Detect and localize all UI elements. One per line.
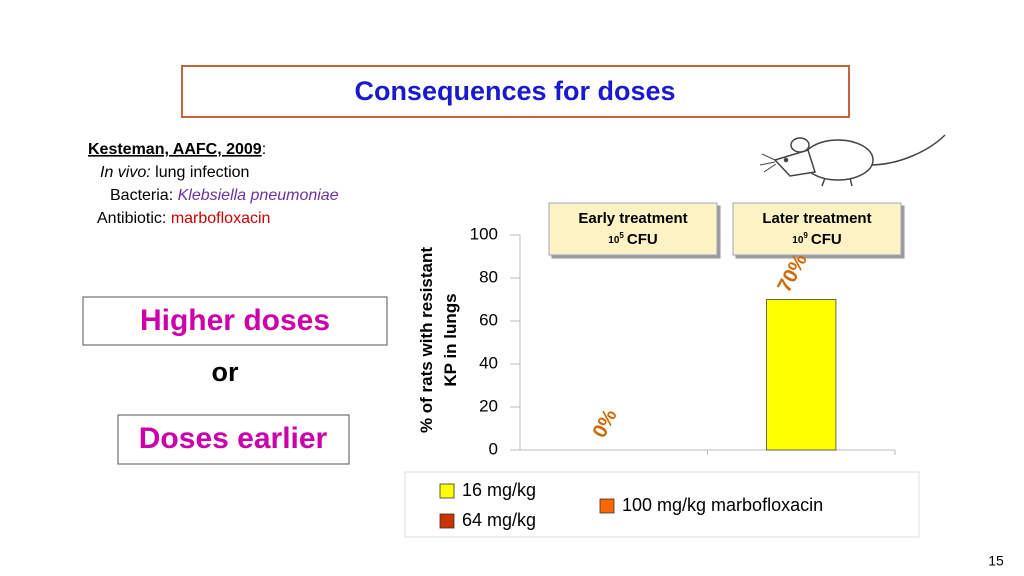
- cfu-base: 10: [792, 235, 804, 246]
- legend-label: 100 mg/kg marbofloxacin: [622, 495, 823, 515]
- chart: 0 20 40 60 80 100 % of rats with resistant KP i…: [417, 202, 902, 530]
- antibiotic-text: marbofloxacin: [171, 210, 271, 227]
- model-text: lung infection: [155, 164, 249, 181]
- category-sublabel: 105 CFU: [608, 231, 657, 248]
- category-box: [732, 202, 902, 256]
- y-axis-label: % of rats with resistant KP in lungs: [417, 247, 460, 433]
- y-tick-label: 80: [479, 267, 498, 286]
- option-box: [82, 296, 388, 346]
- page-number: 15: [988, 553, 1004, 569]
- antibiotic: Antibiotic: marbofloxacin: [97, 210, 270, 227]
- reference: Kesteman, AAFC, 2009:: [88, 141, 266, 158]
- category-label: Later treatment: [762, 210, 871, 227]
- y-tick-label: 20: [479, 396, 498, 415]
- legend-label: 16 mg/kg: [462, 480, 536, 500]
- category-sublabel: 109 CFU: [792, 231, 841, 248]
- category-box: [548, 202, 718, 256]
- legend-label: 64 mg/kg: [462, 510, 536, 530]
- value-label: 70%: [774, 250, 812, 296]
- legend-swatch: [439, 513, 455, 529]
- bacteria: Bacteria: Klebsiella pneumoniae: [110, 187, 339, 204]
- value-label: 0%: [589, 406, 622, 442]
- y-tick-label: 40: [479, 353, 498, 372]
- colon: :: [262, 141, 266, 158]
- citation: Kesteman, AAFC, 2009: [88, 141, 262, 158]
- antibiotic-label: Antibiotic:: [97, 210, 166, 227]
- option-box: [117, 414, 350, 465]
- cfu-unit: CFU: [627, 231, 658, 248]
- bacteria-label: Bacteria:: [110, 187, 173, 204]
- y-axis-label-line: % of rats with resistant: [417, 247, 436, 433]
- legend-box: [404, 471, 920, 538]
- bacteria-text: Klebsiella pneumoniae: [178, 187, 339, 204]
- category-label: Early treatment: [578, 210, 687, 227]
- option-1: Higher doses: [140, 304, 330, 337]
- y-tick-label: 60: [479, 310, 498, 329]
- model: In vivo: lung infection: [100, 164, 249, 181]
- y-tick-label: 100: [470, 224, 498, 243]
- legend-swatch: [439, 483, 455, 499]
- title-box: [181, 65, 850, 118]
- cfu-exponent: 5: [619, 231, 624, 240]
- mouse-icon: [759, 134, 946, 187]
- y-tick-label: 0: [489, 439, 498, 458]
- cfu-unit: CFU: [811, 231, 842, 248]
- y-axis-label-line: KP in lungs: [441, 293, 460, 386]
- connector: or: [212, 357, 239, 387]
- option-2: Doses earlier: [139, 422, 328, 455]
- cfu-exponent: 9: [803, 231, 808, 240]
- bar: [766, 299, 837, 451]
- legend-swatch: [599, 498, 615, 514]
- cfu-base: 10: [608, 235, 620, 246]
- model-label: In vivo:: [100, 164, 151, 181]
- slide-title: Consequences for doses: [354, 76, 675, 106]
